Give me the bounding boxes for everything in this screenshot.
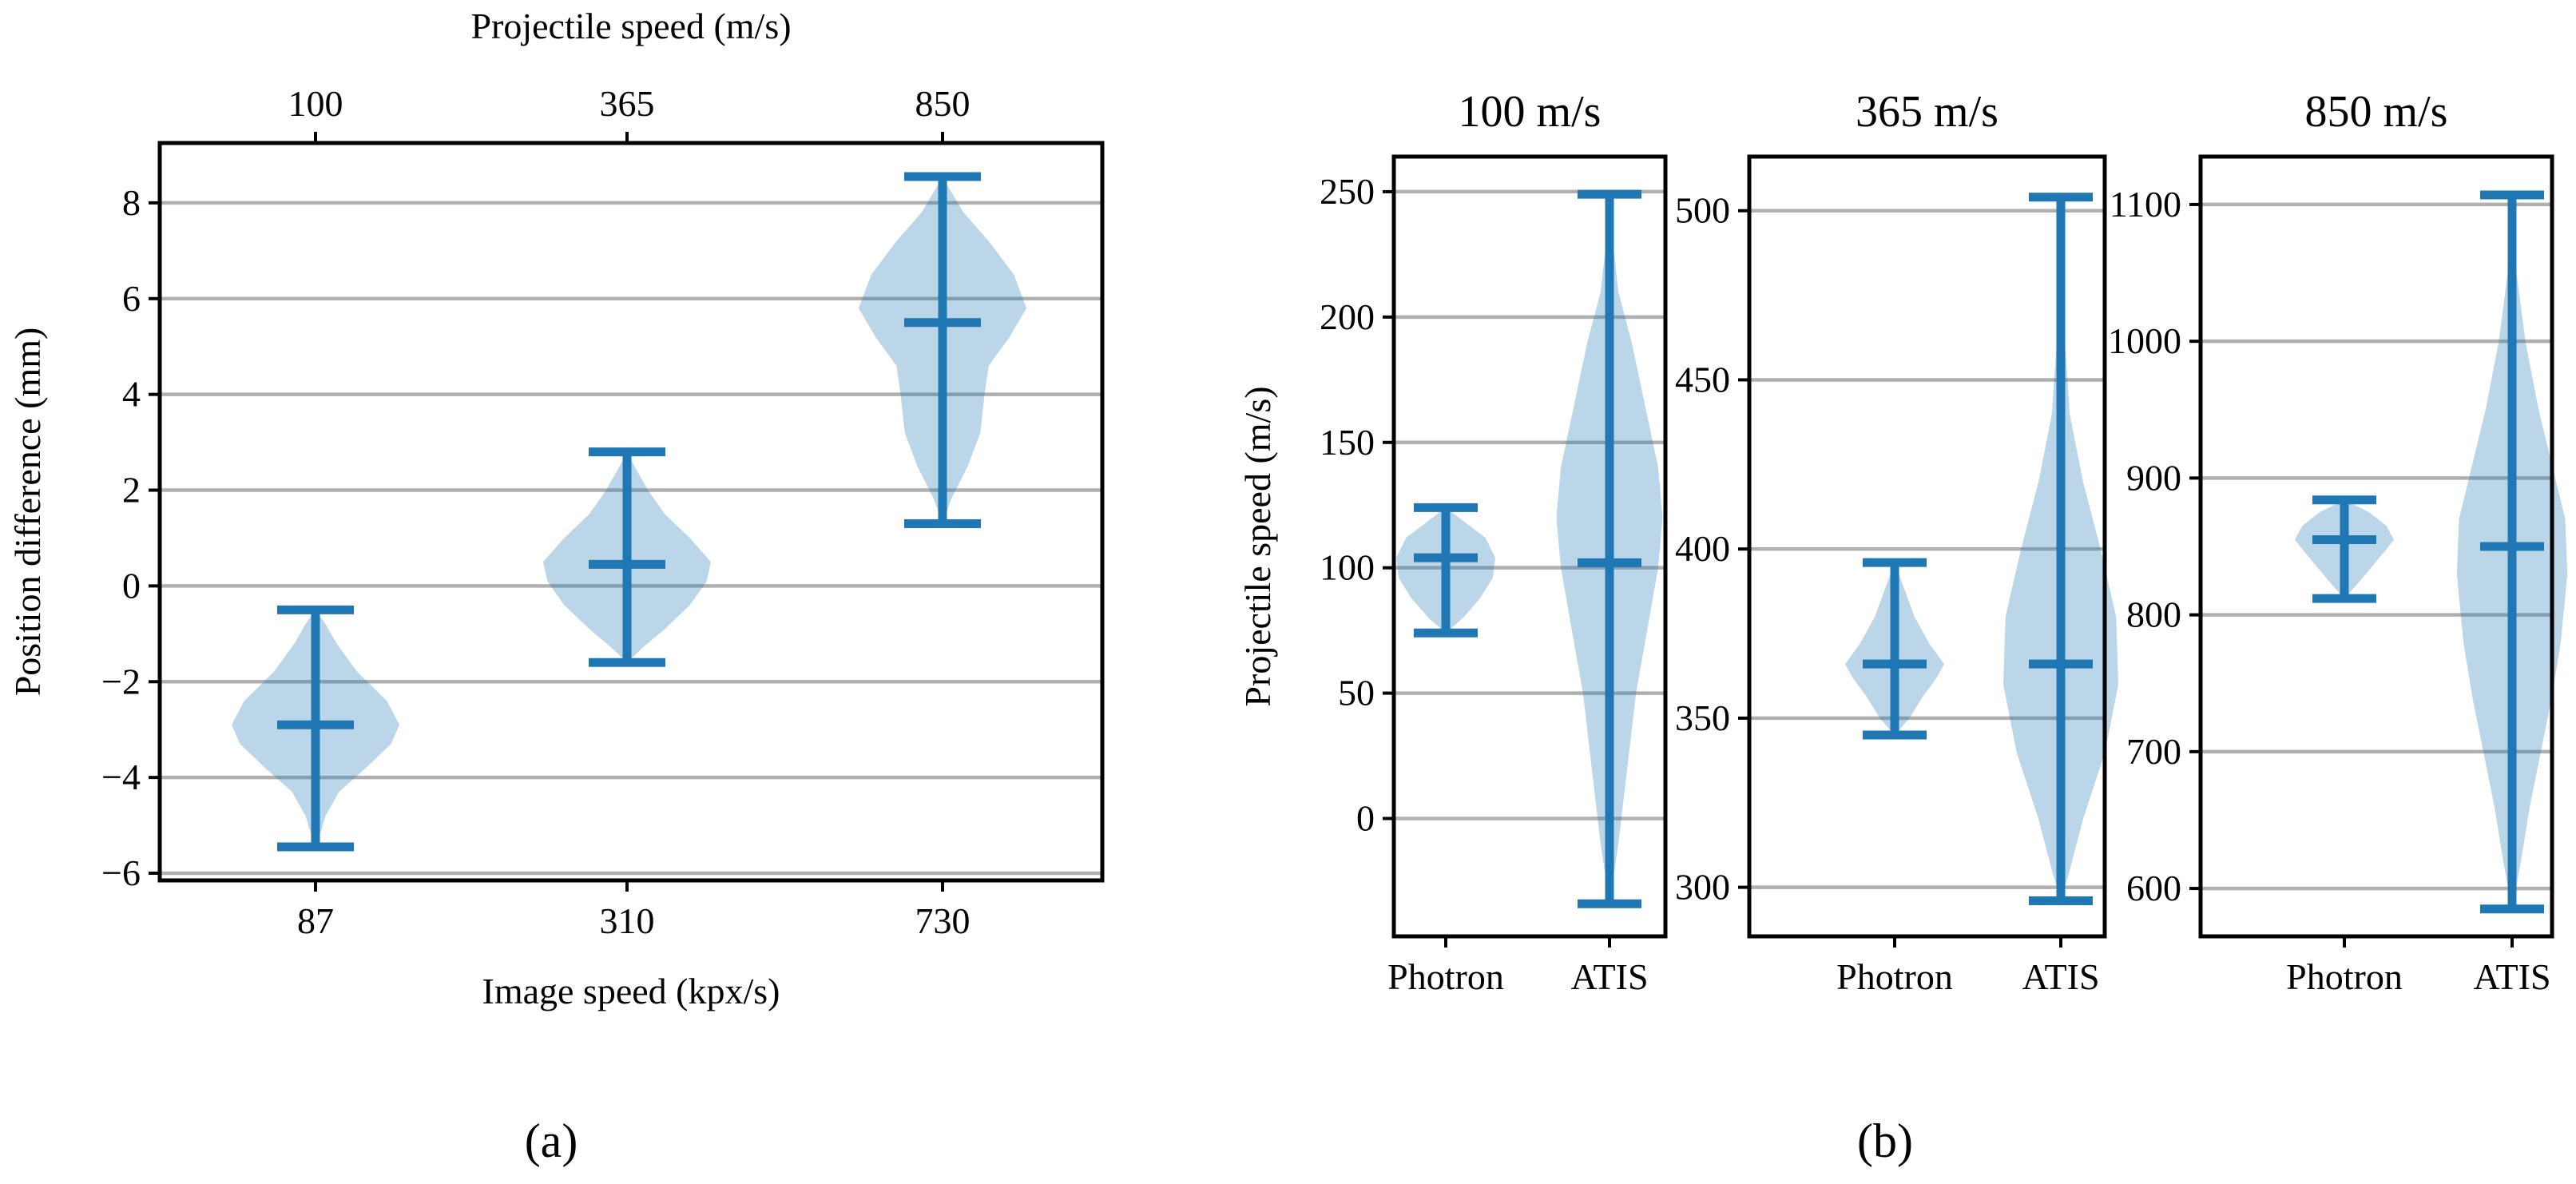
y-tick-label: 4 (122, 374, 141, 415)
y-tick-label: 350 (1675, 697, 1730, 738)
plot-frame (2198, 154, 2554, 939)
top-axis-label: Projectile speed (m/s) (470, 6, 791, 46)
y-tick-label: 500 (1675, 190, 1730, 231)
caption-b: (b) (1857, 1114, 1913, 1167)
x-tick-label: Photron (1836, 956, 1953, 997)
top-tick-label: 100 (288, 83, 343, 124)
y-tick-label: 800 (2126, 594, 2181, 635)
y-tick-label: 700 (2126, 731, 2181, 772)
panel-title: 365 m/s (1856, 87, 1998, 137)
panel-b1-chart: 0 50 100 150 200 250 Photron ATIS 100 m/s Project… (1237, 87, 1668, 997)
top-tick-label: 365 (600, 83, 655, 124)
y-tick-label: 900 (2126, 457, 2181, 498)
y-tick-label: 300 (1675, 867, 1730, 908)
y-tick-label: 2 (122, 470, 141, 511)
y-tick-label: 150 (1320, 422, 1375, 463)
y-tick-label: 1000 (2108, 320, 2181, 361)
y-tick-label: 0 (122, 565, 141, 606)
x-tick-label: ATIS (1570, 956, 1648, 997)
y-tick-label: 400 (1675, 528, 1730, 569)
y-tick-label: −4 (101, 757, 141, 797)
y-tick-label: 8 (122, 182, 141, 223)
plot-frame (157, 141, 1105, 883)
plot-frame (1391, 154, 1668, 939)
top-tick-label: 850 (915, 83, 970, 124)
y-tick-label: 1100 (2110, 184, 2181, 224)
y-tick-label: 600 (2126, 868, 2181, 908)
y-tick-label: 0 (1356, 798, 1375, 839)
y-tick-label: 100 (1320, 547, 1375, 588)
panel-b2-chart: 300 350 400 450 500 Photron ATIS 365 m/s (1675, 87, 2118, 997)
y-axis-label: Position difference (mm) (7, 328, 48, 697)
x-tick-label: Photron (1387, 956, 1504, 997)
caption-a: (a) (525, 1114, 578, 1167)
panel-b3-chart: 600 700 800 900 1000 1100 Photron ATIS 850 m/s (2108, 87, 2568, 997)
x-tick-label: 730 (915, 900, 970, 941)
x-axis-label: Image speed (kpx/s) (482, 971, 780, 1011)
x-tick-label: ATIS (2473, 956, 2550, 997)
y-tick-label: −2 (101, 661, 141, 701)
y-tick-label: 250 (1320, 171, 1375, 212)
y-tick-label: 6 (122, 278, 141, 319)
y-tick-label: 450 (1675, 359, 1730, 399)
y-tick-label: 200 (1320, 296, 1375, 337)
y-tick-label: −6 (101, 852, 141, 893)
y-axis-label: Projectile speed (m/s) (1237, 386, 1278, 706)
x-tick-label: Photron (2286, 956, 2403, 997)
panel-title: 850 m/s (2305, 87, 2448, 137)
x-tick-label: 87 (297, 900, 334, 941)
plot-frame (1747, 154, 2107, 939)
panel-a-chart: −6 −4 −2 0 2 4 6 8 87 100 310 365 730 850 Image speed … (7, 6, 1105, 1011)
panel-title: 100 m/s (1459, 87, 1602, 137)
y-tick-label: 50 (1338, 673, 1375, 713)
x-tick-label: ATIS (2022, 956, 2099, 997)
x-tick-label: 310 (600, 900, 655, 941)
